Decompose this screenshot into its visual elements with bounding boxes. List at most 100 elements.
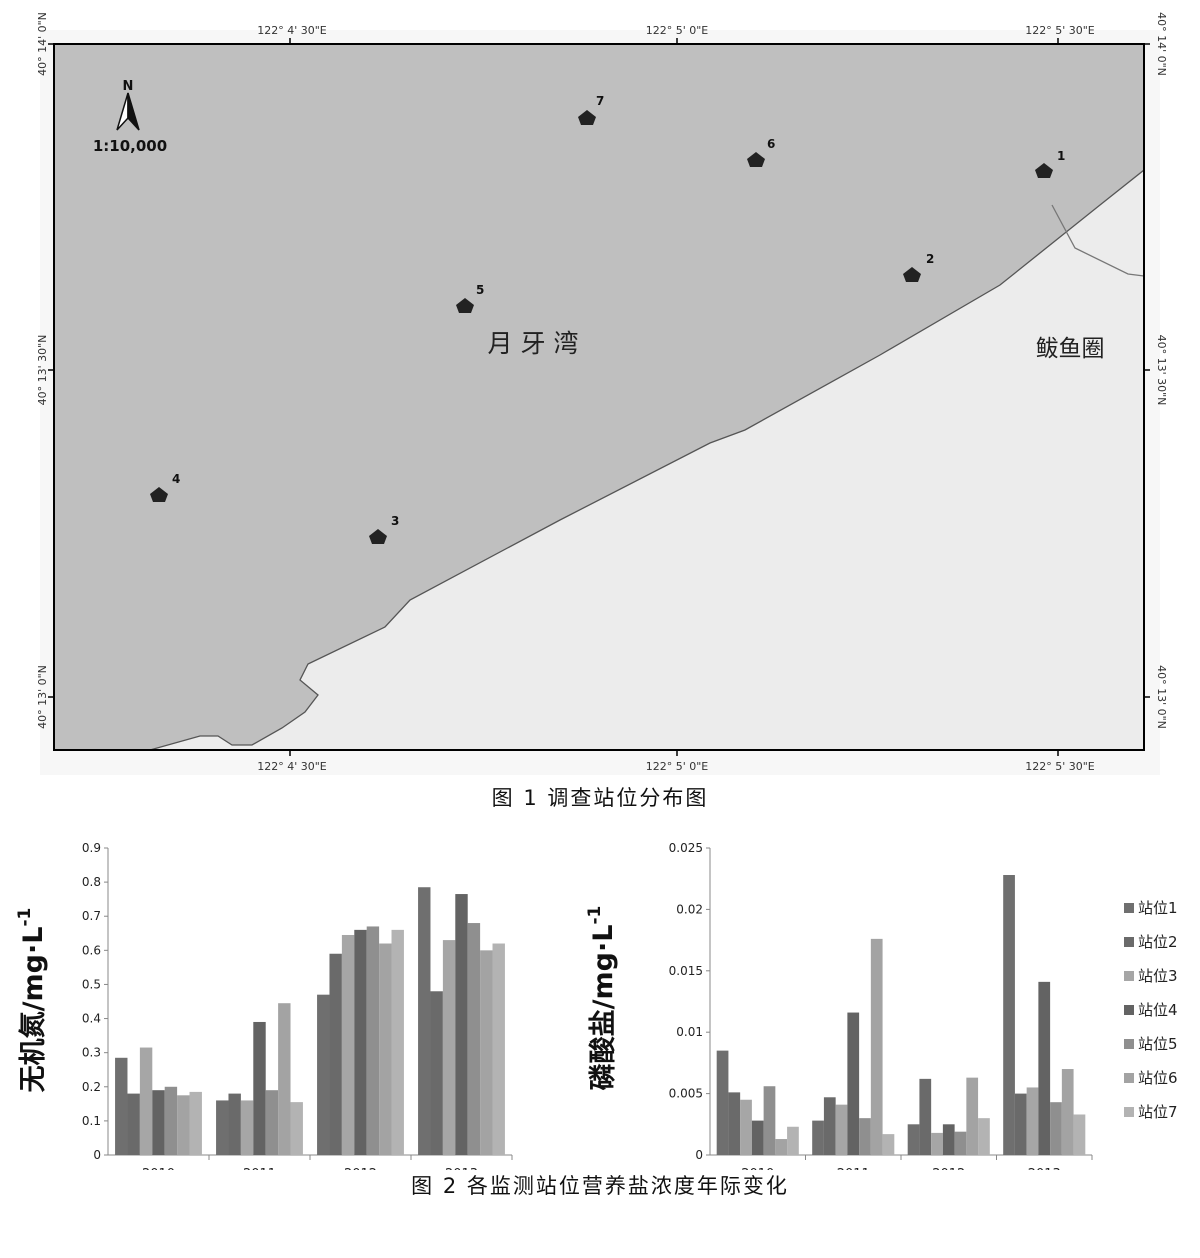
legend-label: 站位2 — [1138, 933, 1178, 951]
station-label: 2 — [926, 252, 934, 266]
legend-swatch — [1124, 903, 1134, 913]
coord-top-2: 122° 5' 0"E — [646, 24, 709, 37]
bar — [823, 1097, 836, 1155]
bar — [931, 1132, 943, 1155]
station-3: 3 — [369, 514, 399, 544]
coord-top-3: 122° 5' 30"E — [1025, 24, 1095, 37]
bar — [164, 1086, 178, 1155]
y-tick-label: 0.015 — [669, 964, 703, 978]
bar — [216, 1100, 229, 1155]
chart-legend: 站位1 站位2 站位3 站位4 站位5 站位6 站位7 — [1124, 899, 1178, 1121]
station-6: 6 — [747, 137, 775, 167]
legend-swatch — [1124, 937, 1134, 947]
coord-bottom-1: 122° 4' 30"E — [257, 760, 327, 773]
bar — [139, 1047, 153, 1155]
y-tick-label: 0.9 — [82, 841, 101, 855]
bar — [740, 1099, 752, 1155]
y-tick-label: 0.5 — [82, 977, 101, 991]
map-ticks — [48, 38, 1150, 756]
y-tick-label: 0.005 — [669, 1087, 703, 1101]
y-tick-label: 0.8 — [82, 875, 101, 889]
bar — [835, 1104, 848, 1155]
station-label: 3 — [391, 514, 399, 528]
legend-label: 站位1 — [1138, 899, 1178, 917]
y-tick-label: 0.2 — [82, 1080, 101, 1094]
station-map: 122° 4' 30"E 122° 5' 0"E 122° 5' 30"E 12… — [36, 12, 1168, 775]
boundary-line — [1051, 204, 1145, 277]
x-tick-label: 2011 — [837, 1167, 870, 1170]
chart-phosphate: 0 0.005 0.01 0.015 0.02 0.025 2010 2011 2012 2013 — [669, 841, 1093, 1170]
bar — [859, 1118, 871, 1155]
north-label: N — [123, 79, 134, 94]
bar — [430, 991, 443, 1155]
bar — [978, 1118, 990, 1155]
coord-left-2: 40° 13' 30"N — [36, 335, 49, 406]
station-1: 1 — [1035, 149, 1065, 178]
coord-right-1: 40° 14' 0"N — [1155, 12, 1168, 76]
y-tick-label: 0.025 — [669, 841, 703, 855]
legend-swatch — [1124, 1073, 1134, 1083]
legend-label: 站位3 — [1138, 967, 1178, 985]
bar — [763, 1086, 776, 1155]
x-tick-label: 2012 — [932, 1167, 965, 1170]
map-border — [53, 43, 1145, 751]
bar — [253, 1021, 266, 1155]
bar — [942, 1124, 955, 1155]
bar — [391, 929, 404, 1155]
station-label: 6 — [767, 137, 775, 151]
bar — [366, 926, 380, 1155]
y-tick-label: 0 — [93, 1148, 101, 1162]
x-tick-label: 2013 — [1028, 1167, 1061, 1170]
y-tick-label: 0.1 — [82, 1114, 101, 1128]
y-tick-label: 0.4 — [82, 1012, 101, 1026]
bar — [341, 934, 355, 1155]
bar — [127, 1093, 140, 1155]
bar — [1026, 1087, 1039, 1155]
chart-inorganic-nitrogen: 0 0.1 0.2 0.3 0.4 0.5 0.6 0.7 0.8 0.9 2010 2011 2012… — [82, 841, 513, 1170]
x-tick-label: 2012 — [344, 1167, 377, 1170]
coord-right-2: 40° 13' 30"N — [1155, 335, 1168, 406]
bar — [1073, 1114, 1086, 1155]
bar — [152, 1090, 165, 1155]
coord-top-1: 122° 4' 30"E — [257, 24, 327, 37]
legend-label: 站位6 — [1138, 1069, 1178, 1087]
bar — [847, 1012, 860, 1155]
legend-swatch — [1124, 971, 1134, 981]
bar — [954, 1131, 967, 1155]
bar — [354, 929, 367, 1155]
bar — [329, 953, 342, 1155]
station-4: 4 — [150, 472, 180, 502]
bar — [775, 1139, 788, 1155]
bar — [480, 950, 493, 1155]
bar — [870, 938, 883, 1155]
station-7: 7 — [578, 94, 604, 125]
bar — [418, 887, 431, 1155]
legend-swatch — [1124, 1107, 1134, 1117]
legend-label: 站位4 — [1138, 1001, 1178, 1019]
legend-swatch — [1124, 1005, 1134, 1015]
bar — [919, 1078, 932, 1155]
coord-bottom-3: 122° 5' 30"E — [1025, 760, 1095, 773]
bar — [115, 1057, 128, 1155]
bar — [1038, 981, 1051, 1155]
y-tick-label: 0.7 — [82, 909, 101, 923]
bar — [787, 1126, 799, 1155]
bar — [728, 1092, 741, 1155]
y-tick-label: 0.02 — [676, 902, 703, 916]
bar — [907, 1124, 920, 1155]
nutrient-charts: 无机氮/mg·L-1 磷酸盐/mg·L-1 0 0.1 0.2 0.3 0.4 0.5 0.… — [15, 841, 1178, 1170]
bar — [1003, 875, 1015, 1155]
station-label: 7 — [596, 94, 604, 108]
bar — [1014, 1093, 1027, 1155]
figure1-caption: 图 1 调查站位分布图 — [491, 786, 709, 810]
bar — [716, 1050, 729, 1155]
bar — [442, 940, 456, 1155]
y-tick-label: 0 — [695, 1148, 703, 1162]
bar — [265, 1090, 279, 1155]
bar — [228, 1093, 241, 1155]
figure2-caption: 图 2 各监测站位营养盐浓度年际变化 — [411, 1174, 789, 1198]
coord-right-3: 40° 13' 0"N — [1155, 665, 1168, 729]
bar — [966, 1077, 979, 1155]
bar — [882, 1134, 895, 1155]
x-tick-label: 2010 — [741, 1167, 774, 1170]
